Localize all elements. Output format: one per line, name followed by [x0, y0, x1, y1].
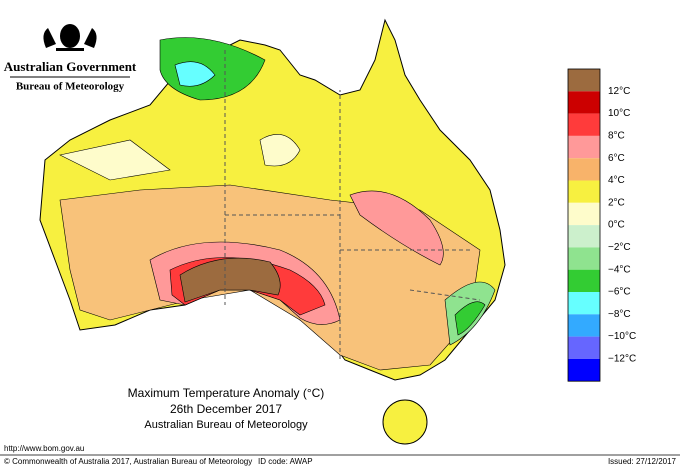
- legend-swatch: [568, 69, 600, 92]
- legend-swatch: [568, 336, 600, 359]
- legend-label: 2°C: [608, 197, 625, 208]
- legend-label: 12°C: [608, 86, 630, 97]
- legend-label: −6°C: [608, 287, 631, 298]
- legend-swatch: [568, 358, 600, 382]
- legend-swatch: [568, 269, 600, 292]
- government-name: Australian Government: [4, 59, 137, 74]
- legend-label: 4°C: [608, 175, 625, 186]
- agency-name: Bureau of Meteorology: [16, 81, 125, 93]
- map-date: 26th December 2017: [170, 402, 282, 416]
- legend-label: −10°C: [608, 331, 636, 342]
- coat-of-arms: [43, 24, 97, 51]
- footer-issued: Issued: 27/12/2017: [608, 457, 677, 466]
- footer-copyright: © Commonwealth of Australia 2017, Austra…: [4, 457, 252, 466]
- footer-url: http://www.bom.gov.au: [4, 444, 84, 453]
- legend-swatch: [568, 202, 600, 226]
- legend-label: 8°C: [608, 131, 625, 142]
- legend-label: −8°C: [608, 309, 631, 320]
- legend-swatch: [568, 158, 600, 181]
- legend-swatch: [568, 180, 600, 203]
- legend-swatch: [568, 113, 600, 136]
- legend-label: −12°C: [608, 354, 636, 365]
- legend-label: 0°C: [608, 220, 625, 231]
- legend-swatch: [568, 292, 600, 315]
- legend-swatch: [568, 225, 600, 248]
- legend-frame: [567, 68, 601, 382]
- legend-swatch: [568, 247, 600, 270]
- legend-label: −4°C: [608, 264, 631, 275]
- legend-label: 10°C: [608, 108, 630, 119]
- map-source: Australian Bureau of Meteorology: [144, 419, 308, 431]
- legend-swatch: [568, 314, 600, 337]
- australia-map: [39, 18, 506, 445]
- footer-id-code: ID code: AWAP: [258, 457, 313, 466]
- legend-swatch: [568, 91, 600, 114]
- legend-label: 6°C: [608, 153, 625, 164]
- legend-swatch: [568, 135, 600, 159]
- map-title: Maximum Temperature Anomaly (°C): [128, 386, 325, 400]
- legend-label: −2°C: [608, 242, 631, 253]
- legend: 12°C 10°C 8°C 6°C 4°C 2°C 0°C −2°C −4°C −6°C −8°C −…: [567, 68, 636, 382]
